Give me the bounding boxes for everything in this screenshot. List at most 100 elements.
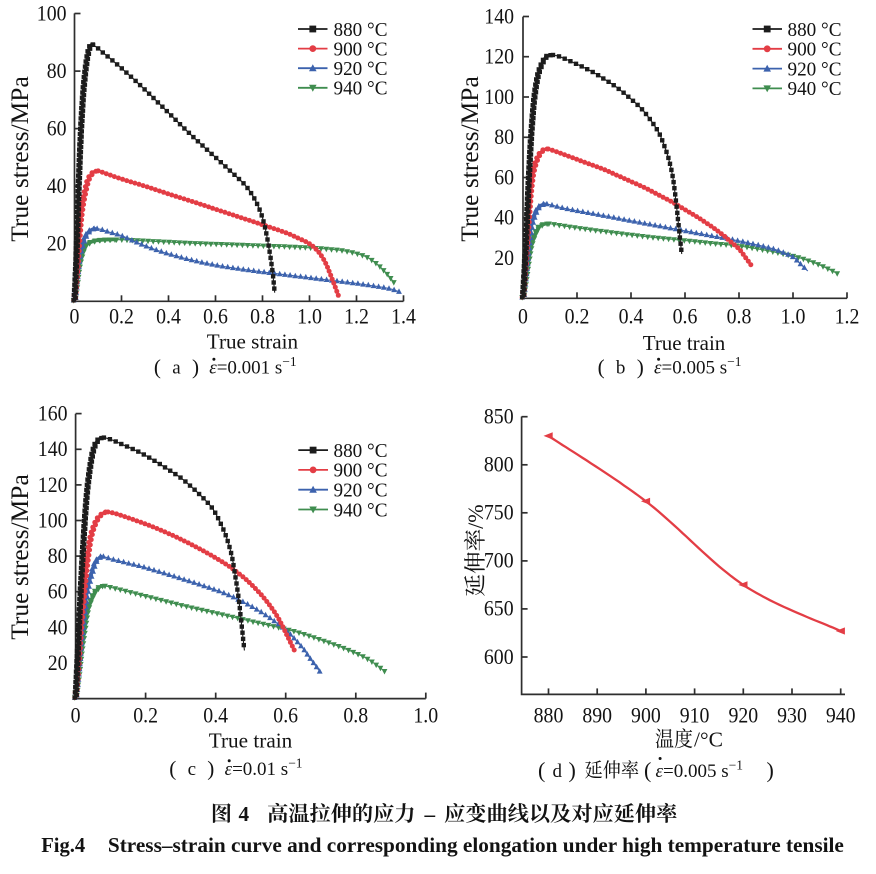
svg-text:=0.005 s: =0.005 s <box>663 761 729 782</box>
svg-text:1.4: 1.4 <box>391 304 416 329</box>
svg-text:40: 40 <box>494 205 514 230</box>
svg-text:880 °C: 880 °C <box>334 19 388 41</box>
svg-text:100: 100 <box>38 507 68 532</box>
svg-text:): ) <box>192 355 199 379</box>
svg-text:0.8: 0.8 <box>343 703 368 728</box>
svg-text:920 °C: 920 °C <box>334 58 388 80</box>
svg-text:930: 930 <box>777 703 807 728</box>
svg-text:ε: ε <box>656 761 664 782</box>
svg-text:Fig.4: Fig.4 <box>41 833 85 857</box>
svg-text:40: 40 <box>47 173 67 198</box>
svg-text:0.4: 0.4 <box>203 703 228 728</box>
svg-text:d: d <box>553 761 563 782</box>
svg-text:600: 600 <box>484 644 514 669</box>
svg-text:140: 140 <box>484 3 514 28</box>
svg-text:0.8: 0.8 <box>250 304 275 329</box>
svg-text:1.0: 1.0 <box>781 304 806 329</box>
svg-text:True train: True train <box>643 331 726 355</box>
svg-text:c: c <box>188 759 196 780</box>
svg-text:−1: −1 <box>282 354 296 369</box>
svg-text:650: 650 <box>484 596 514 621</box>
svg-text:750: 750 <box>484 500 514 525</box>
svg-text:100: 100 <box>484 84 514 109</box>
svg-text:850: 850 <box>484 404 514 429</box>
svg-text:900 °C: 900 °C <box>334 38 388 60</box>
svg-text:890: 890 <box>582 703 612 728</box>
svg-text:80: 80 <box>47 58 67 83</box>
svg-text:0.2: 0.2 <box>109 304 134 329</box>
svg-text:900 °C: 900 °C <box>334 460 388 482</box>
svg-text:700: 700 <box>484 548 514 573</box>
svg-text:): ) <box>767 758 774 783</box>
svg-text:b: b <box>616 358 626 379</box>
svg-text:920 °C: 920 °C <box>788 58 842 80</box>
svg-text:Stress–strain curve and corres: Stress–strain curve and corresponding el… <box>108 833 844 857</box>
svg-text:): ) <box>569 758 576 783</box>
svg-text:60: 60 <box>494 164 514 189</box>
svg-text:880 °C: 880 °C <box>334 440 388 462</box>
svg-text:(: ( <box>644 758 651 783</box>
svg-text:100: 100 <box>37 0 67 25</box>
svg-text:140: 140 <box>38 436 68 461</box>
svg-text:True stress/MPa: True stress/MPa <box>455 76 484 242</box>
svg-text:20: 20 <box>494 245 514 270</box>
svg-text:20: 20 <box>48 650 68 675</box>
svg-text:60: 60 <box>47 116 67 141</box>
svg-text:): ) <box>207 757 214 781</box>
svg-text:True stress/MPa: True stress/MPa <box>5 76 34 242</box>
svg-text:(: ( <box>154 355 161 379</box>
svg-text:920 °C: 920 °C <box>334 480 388 502</box>
svg-text:940 °C: 940 °C <box>334 78 388 100</box>
svg-text:ε: ε <box>654 358 662 379</box>
svg-text:60: 60 <box>48 579 68 604</box>
svg-text:1.0: 1.0 <box>413 703 438 728</box>
svg-text:80: 80 <box>494 124 514 149</box>
svg-text:ε: ε <box>225 759 233 780</box>
svg-text:True strain: True strain <box>207 330 299 354</box>
svg-text:0: 0 <box>71 703 81 728</box>
svg-text:20: 20 <box>47 231 67 256</box>
svg-text:0.4: 0.4 <box>156 304 181 329</box>
svg-text:): ) <box>637 355 644 379</box>
svg-text:=0.001 s: =0.001 s <box>217 358 283 379</box>
svg-text:/°C: /°C <box>694 728 723 752</box>
svg-text:ε: ε <box>209 358 217 379</box>
svg-text:800: 800 <box>484 452 514 477</box>
svg-text:(: ( <box>169 757 176 781</box>
svg-text:0.6: 0.6 <box>273 703 298 728</box>
svg-text:1.2: 1.2 <box>835 304 860 329</box>
svg-text:−1: −1 <box>729 758 743 773</box>
svg-text:910: 910 <box>680 703 710 728</box>
svg-text:=0.005 s: =0.005 s <box>662 358 728 379</box>
svg-text:940: 940 <box>826 703 856 728</box>
svg-text:880: 880 <box>534 703 564 728</box>
svg-text:900: 900 <box>631 703 661 728</box>
svg-text:/%: /% <box>463 504 488 528</box>
svg-text:120: 120 <box>484 44 514 69</box>
svg-text:1.0: 1.0 <box>297 304 322 329</box>
svg-text:0.6: 0.6 <box>203 304 228 329</box>
svg-text:0.2: 0.2 <box>133 703 158 728</box>
svg-text:120: 120 <box>38 472 68 497</box>
svg-text:True train: True train <box>209 729 293 753</box>
svg-text:4: 4 <box>239 802 250 826</box>
svg-text:–: – <box>424 802 436 826</box>
svg-text:0.6: 0.6 <box>673 304 698 329</box>
svg-text:160: 160 <box>38 401 68 426</box>
svg-text:80: 80 <box>48 543 68 568</box>
svg-text:0.2: 0.2 <box>565 304 590 329</box>
svg-text:940 °C: 940 °C <box>334 499 388 521</box>
svg-text:−1: −1 <box>288 756 302 771</box>
svg-text:1.2: 1.2 <box>344 304 369 329</box>
svg-text:40: 40 <box>48 614 68 639</box>
svg-text:900 °C: 900 °C <box>788 39 842 61</box>
svg-text:=0.01 s: =0.01 s <box>232 759 288 780</box>
svg-text:0.8: 0.8 <box>727 304 752 329</box>
svg-text:940 °C: 940 °C <box>788 78 842 100</box>
svg-text:0: 0 <box>70 304 80 329</box>
svg-text:a: a <box>172 358 181 379</box>
svg-text:880 °C: 880 °C <box>788 19 842 41</box>
svg-text:920: 920 <box>728 703 758 728</box>
svg-text:(: ( <box>538 758 545 783</box>
svg-text:0: 0 <box>518 304 528 329</box>
